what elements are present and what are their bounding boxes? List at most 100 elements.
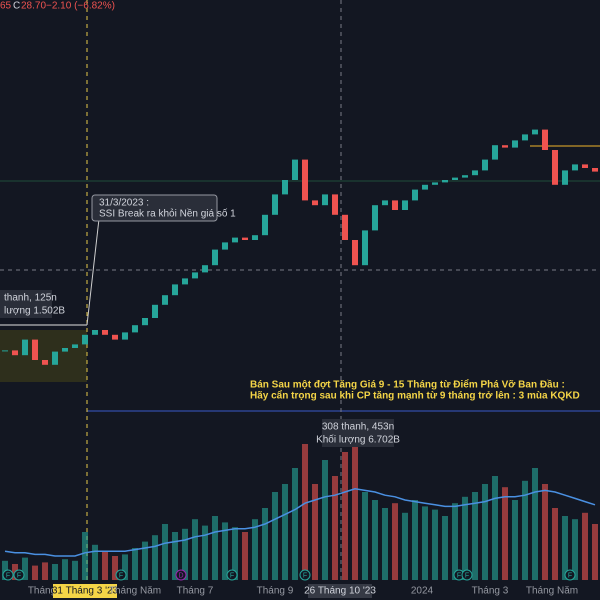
candle-body xyxy=(522,134,528,141)
volume-bar xyxy=(332,476,338,580)
event-label: F xyxy=(568,572,572,579)
event-marker xyxy=(461,569,473,581)
volume-bar xyxy=(532,468,538,580)
volume-bar xyxy=(462,496,468,580)
volume-bar xyxy=(492,476,498,580)
candle-body xyxy=(592,168,598,172)
volume-bar xyxy=(112,556,118,580)
x-tick-label: Tháng xyxy=(28,586,56,597)
callout-pointer xyxy=(86,209,101,326)
volume-bar xyxy=(192,519,198,580)
volume-bar xyxy=(562,516,568,580)
candle-body xyxy=(132,325,138,333)
volume-bar xyxy=(352,436,358,580)
volume-bar xyxy=(312,484,318,580)
volume-bar xyxy=(582,512,588,580)
candle-body xyxy=(272,194,278,215)
x-tick-label: 31 Tháng 3 '23 xyxy=(52,586,119,597)
candle-body xyxy=(32,339,38,360)
event-label: D xyxy=(178,572,183,579)
candle-body xyxy=(2,350,8,352)
candle-body xyxy=(502,145,508,148)
volume-bar xyxy=(422,506,428,580)
volume-bar xyxy=(172,532,178,580)
volume-bar xyxy=(72,560,78,580)
candle-body xyxy=(22,339,28,356)
candle-body xyxy=(142,318,148,326)
candle-body xyxy=(402,200,408,210)
range-bars: 308 thanh, 453n xyxy=(322,422,394,433)
candle-body xyxy=(452,177,458,180)
event-marker xyxy=(2,569,14,581)
event-label: F xyxy=(303,572,307,579)
candle-body xyxy=(382,200,388,206)
candle-body xyxy=(102,330,108,335)
candle-body xyxy=(182,278,188,285)
volume-bar xyxy=(412,500,418,580)
candle-body xyxy=(222,242,228,250)
candle-body xyxy=(202,265,208,273)
volume-bar xyxy=(552,508,558,580)
range-volume: lượng 1.502B xyxy=(4,306,65,317)
candle-body xyxy=(422,184,428,190)
volume-bar xyxy=(42,562,48,580)
volume-bar xyxy=(482,484,488,580)
header-close-label: C xyxy=(13,1,20,12)
volume-bar xyxy=(592,524,598,580)
candle-body xyxy=(362,230,368,266)
candle-body xyxy=(312,200,318,206)
candle-body xyxy=(302,159,308,201)
volume-bar xyxy=(92,544,98,580)
volume-bar xyxy=(402,512,408,580)
callout-box xyxy=(91,194,218,222)
event-marker xyxy=(226,569,238,581)
volume-bar xyxy=(52,564,58,580)
callout-date: 31/3/2023 : xyxy=(99,198,149,209)
x-tick-label: Tháng 7 xyxy=(177,586,214,597)
candle-body xyxy=(352,240,358,266)
header-change: −2.10 (−6.82%) xyxy=(46,1,115,12)
candle-body xyxy=(512,140,518,148)
candle-body xyxy=(152,304,158,318)
volume-bar xyxy=(572,519,578,580)
candle-body xyxy=(52,351,58,365)
note: Bán Sau một đợt Tăng Giá 9 - 15 Tháng từ… xyxy=(250,379,565,391)
x-tick-label: Tháng Năm xyxy=(526,586,578,597)
candle-body xyxy=(582,164,588,168)
candle-body xyxy=(232,237,238,243)
base-zone xyxy=(0,330,87,382)
volume-bar xyxy=(212,516,218,580)
candle-body xyxy=(322,194,328,206)
volume-bar xyxy=(122,554,128,580)
candle-body xyxy=(242,237,248,240)
candle-body xyxy=(172,284,178,296)
candle-body xyxy=(282,180,288,195)
candle-body xyxy=(342,214,348,240)
candle-body xyxy=(212,249,218,266)
candle-body xyxy=(532,129,538,135)
volume-bar xyxy=(512,500,518,580)
candle-body xyxy=(442,180,448,183)
volume-bar xyxy=(522,480,528,580)
candle-body xyxy=(82,334,88,345)
candle-body xyxy=(112,334,118,340)
volume-bar xyxy=(502,487,508,580)
volume-bar xyxy=(292,468,298,580)
candle-body xyxy=(482,159,488,171)
volume-bar xyxy=(252,519,258,580)
x-label-highlight xyxy=(308,584,372,598)
volume-bar xyxy=(182,528,188,580)
x-tick-label: Tháng 3 xyxy=(472,586,509,597)
event-marker xyxy=(175,569,187,581)
volume-bar xyxy=(372,500,378,580)
volume-bar xyxy=(272,492,278,580)
volume-bar xyxy=(432,509,438,580)
candle-body xyxy=(12,350,18,356)
candle-body xyxy=(542,129,548,150)
volume-bar xyxy=(132,548,138,580)
candle-body xyxy=(332,194,338,215)
x-tick-label: Tháng Năm xyxy=(109,586,161,597)
candle-body xyxy=(392,200,398,210)
candle-body xyxy=(252,235,258,240)
